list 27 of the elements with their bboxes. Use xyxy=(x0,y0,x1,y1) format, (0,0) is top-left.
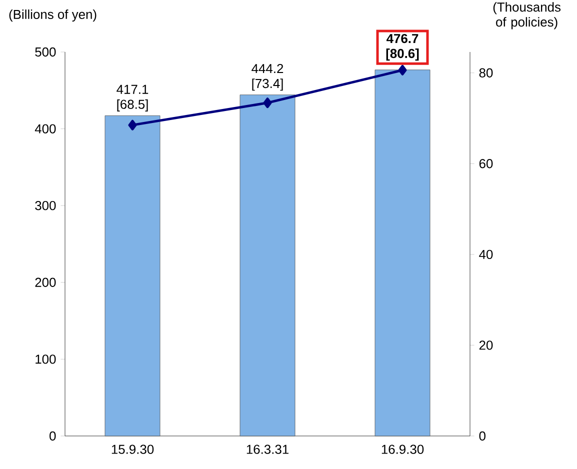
y-tick-label: 0 xyxy=(50,431,56,441)
data-label: 444.2 xyxy=(252,64,284,74)
y2-tick-label: 20 xyxy=(479,340,493,350)
y2-tick-label: 60 xyxy=(479,159,493,168)
bar xyxy=(374,70,430,436)
x-tick-label: 16.9.30 xyxy=(382,444,424,454)
y-axis-title: (Billions of yen) xyxy=(9,10,96,22)
point xyxy=(128,120,137,130)
annotation: 476.7 [80.6] xyxy=(386,34,419,61)
y-tick-label: 300 xyxy=(35,200,56,210)
x-tick-label: 16.3.31 xyxy=(246,444,288,454)
x-tick-label: 15.9.30 xyxy=(112,444,154,454)
point xyxy=(263,98,272,108)
data-label: 417.1 xyxy=(116,84,148,94)
data-label: [73.4] xyxy=(252,78,283,91)
data-label: [68.5] xyxy=(117,99,148,112)
y2-tick-label: 80 xyxy=(479,68,493,78)
bar xyxy=(240,94,296,436)
y-tick-label: 100 xyxy=(36,354,56,364)
point xyxy=(398,64,407,76)
y2-tick-label: 40 xyxy=(479,250,493,260)
bar xyxy=(104,115,160,436)
y2-tick-label: 0 xyxy=(479,431,486,441)
y-tick-label: 500 xyxy=(35,47,56,57)
y-tick-label: 200 xyxy=(35,278,56,287)
y2-axis-title: (Thousands of policies) xyxy=(493,2,561,30)
y-tick-label: 400 xyxy=(34,124,56,134)
